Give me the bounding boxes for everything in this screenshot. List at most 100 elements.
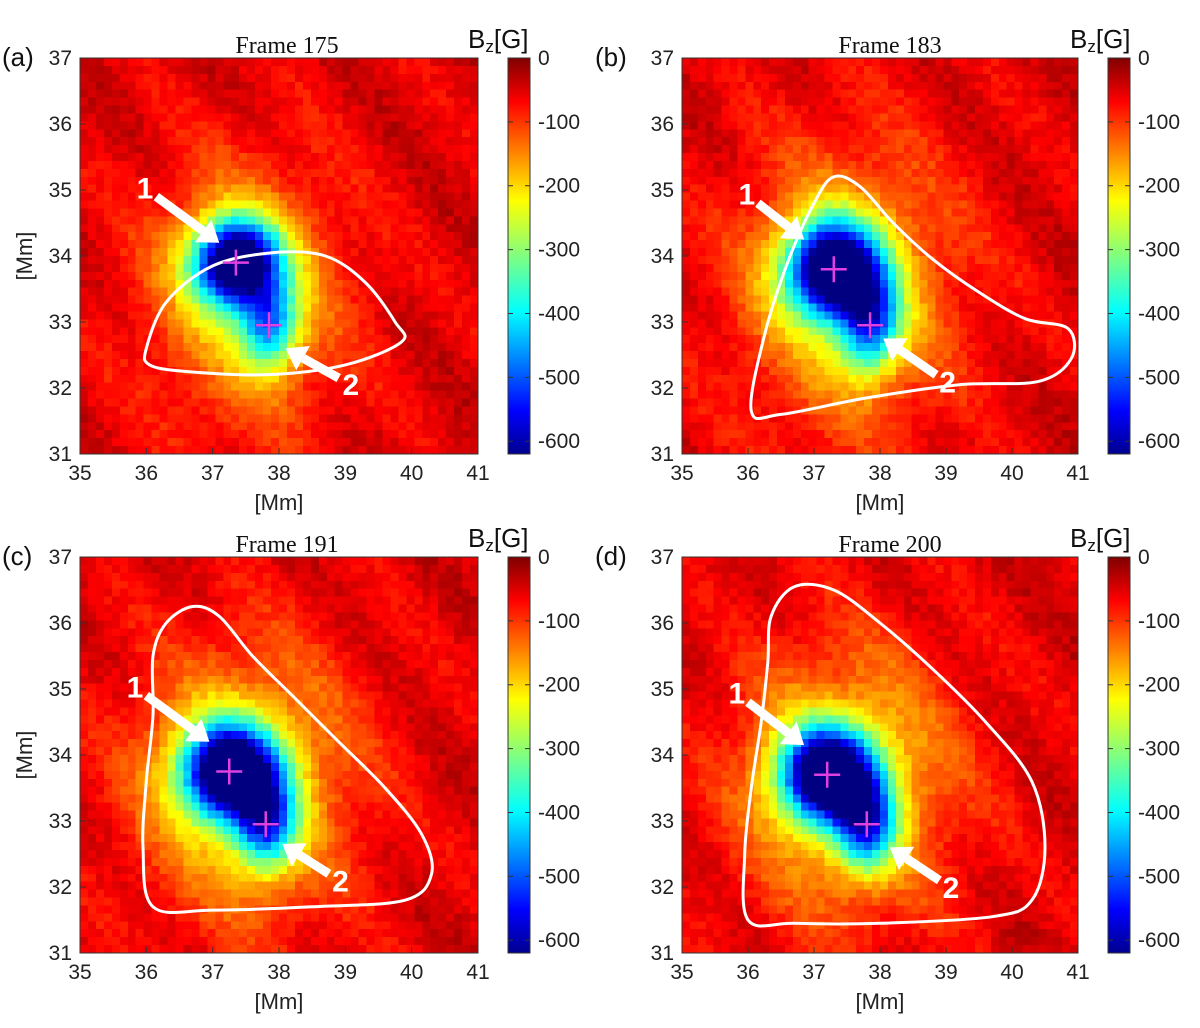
heatmap-cell — [935, 295, 944, 305]
heatmap-cell — [247, 303, 256, 313]
heatmap-cell — [302, 129, 312, 138]
heatmap-cell — [199, 351, 208, 360]
heatmap-cell — [310, 430, 320, 439]
heatmap-cell — [1054, 232, 1063, 241]
heatmap-cell — [911, 374, 921, 384]
heatmap-cell — [263, 160, 272, 170]
heatmap-cell — [1022, 160, 1032, 170]
heatmap-cell — [808, 97, 818, 107]
heatmap-cell — [342, 97, 352, 107]
heatmap-cell — [231, 295, 240, 305]
heatmap-cell — [286, 406, 296, 415]
heatmap-cell — [87, 105, 97, 115]
heatmap-cell — [239, 129, 248, 138]
heatmap-cell — [975, 256, 984, 265]
heatmap-cell — [967, 58, 976, 67]
heatmap-cell — [263, 121, 272, 130]
heatmap-cell — [294, 303, 304, 313]
heatmap-cell — [446, 430, 455, 439]
heatmap-cell — [334, 192, 344, 202]
heatmap-cell — [864, 176, 873, 186]
heatmap-cell — [943, 327, 952, 336]
heatmap-cell — [103, 256, 113, 265]
heatmap-cell — [191, 335, 200, 344]
heatmap-cell — [279, 145, 288, 154]
heatmap-cell — [310, 153, 320, 162]
heatmap-cell — [430, 311, 439, 320]
heatmap-cell — [832, 65, 841, 75]
heatmap-cell — [713, 121, 723, 130]
heatmap-cell — [880, 58, 889, 67]
heatmap-cell — [1022, 121, 1032, 130]
heatmap-cell — [366, 271, 376, 281]
heatmap-cell — [80, 65, 89, 75]
heatmap-cell — [286, 358, 296, 368]
heatmap-cell — [1014, 105, 1024, 115]
heatmap-cell — [911, 327, 921, 336]
heatmap-cell — [713, 398, 723, 408]
heatmap-cell — [824, 438, 834, 447]
heatmap-cell — [887, 263, 897, 273]
heatmap-cell — [872, 192, 881, 202]
heatmap-cell — [919, 121, 929, 130]
heatmap-cell — [911, 382, 921, 392]
heatmap-cell — [95, 303, 105, 313]
heatmap-cell — [943, 430, 952, 439]
heatmap-cell — [422, 398, 431, 408]
heatmap-cell — [215, 176, 224, 186]
heatmap-cell — [824, 81, 834, 91]
heatmap-cell — [167, 168, 177, 178]
heatmap-cell — [959, 248, 968, 257]
heatmap-cell — [286, 374, 296, 384]
heatmap-cell — [111, 65, 121, 75]
heatmap-cell — [856, 129, 865, 138]
heatmap-cell — [159, 390, 169, 400]
heatmap-cell — [697, 232, 707, 241]
heatmap-cell — [414, 200, 423, 210]
heatmap-cell — [462, 176, 471, 186]
heatmap-cell — [95, 240, 105, 249]
heatmap-cell — [334, 65, 344, 75]
heatmap-cell — [1046, 374, 1055, 384]
heatmap-cell — [800, 263, 810, 273]
heatmap-cell — [919, 216, 929, 225]
heatmap-cell — [215, 358, 224, 368]
heatmap-cell — [255, 303, 264, 313]
heatmap-cell — [951, 358, 960, 368]
heatmap-cell — [935, 137, 944, 146]
heatmap-cell — [800, 113, 810, 122]
heatmap-cell — [80, 73, 89, 83]
heatmap-cell — [967, 271, 976, 281]
heatmap-cell — [864, 137, 873, 146]
heatmap-cell — [903, 295, 913, 305]
heatmap-cell — [935, 192, 944, 202]
heatmap-cell — [398, 406, 407, 415]
heatmap-cell — [856, 224, 865, 233]
heatmap-cell — [1014, 145, 1024, 154]
heatmap-cell — [350, 145, 360, 154]
heatmap-cell — [294, 65, 304, 75]
heatmap-cell — [191, 232, 200, 241]
heatmap-cell — [358, 422, 368, 431]
heatmap-cell — [856, 208, 865, 217]
heatmap-cell — [462, 287, 471, 297]
heatmap-cell — [808, 105, 818, 115]
heatmap-cell — [982, 232, 992, 241]
heatmap-cell — [247, 176, 256, 186]
heatmap-cell — [382, 358, 392, 368]
heatmap-cell — [326, 335, 336, 344]
heatmap-cell — [334, 287, 344, 297]
heatmap-cell — [127, 113, 137, 122]
heatmap-cell — [943, 208, 952, 217]
heatmap-cell — [761, 366, 770, 376]
heatmap-cell — [1030, 97, 1039, 107]
heatmap-cell — [967, 351, 976, 360]
heatmap-cell — [808, 406, 818, 415]
heatmap-cell — [951, 240, 960, 249]
heatmap-cell — [350, 311, 360, 320]
heatmap-cell — [1046, 438, 1055, 447]
heatmap-cell — [167, 192, 177, 202]
heatmap-cell — [800, 374, 810, 384]
heatmap-cell — [263, 327, 272, 336]
heatmap-cell — [143, 303, 153, 313]
